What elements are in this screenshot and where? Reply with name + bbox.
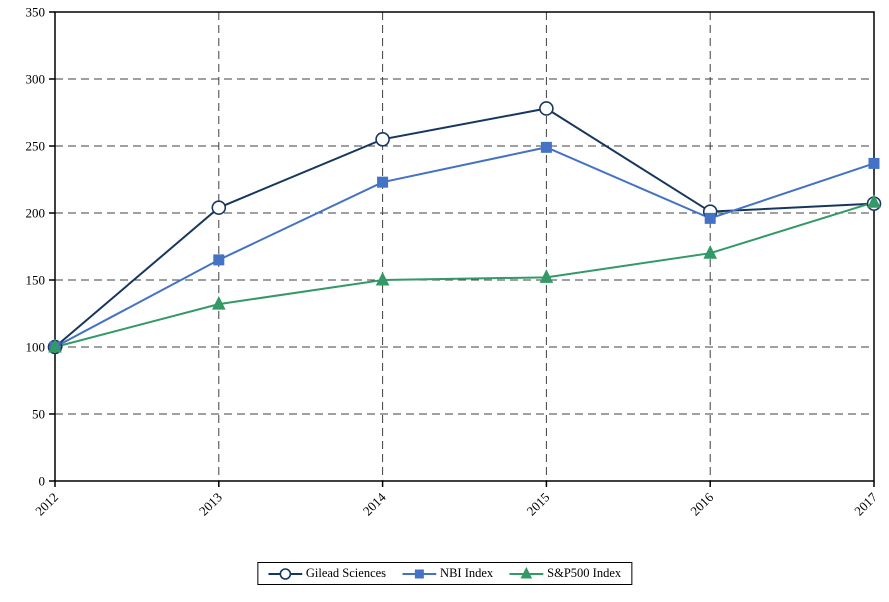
legend-marker-circle-icon [267,567,302,580]
marker-triangle-icon [211,296,226,310]
marker-triangle-icon [520,566,532,578]
marker-circle-icon [211,200,227,215]
legend-label: S&P500 Index [547,566,622,580]
y-tick-label: 300 [26,72,46,87]
marker-circle-icon [279,567,291,580]
marker-square-icon [868,157,880,169]
marker-triangle-icon [375,271,390,286]
legend-item-nbi-index: NBI Index [402,566,493,581]
y-tick-label: 350 [26,5,46,20]
marker-square-icon [540,141,552,153]
series-line-1 [54,146,875,348]
legend-item-sp500-index: S&P500 Index [509,566,621,581]
legend-label: Gilead Sciences [305,566,387,580]
legend-marker-square-icon [402,569,437,578]
x-tick-label: 2014 [360,489,389,518]
marker-triangle-icon [867,194,881,208]
x-tick-label: 2017 [851,489,880,518]
x-tick-label: 2015 [524,490,553,519]
y-tick-label: 0 [39,474,46,489]
x-tick-label: 2013 [196,490,225,519]
legend: Gilead Sciences NBI Index S&P500 Index [256,562,633,585]
x-tick-label: 2012 [32,490,61,519]
stock-performance-chart: 0 50 100 150 200 250 300 350 2012 2013 2014 2015 201… [26,5,882,519]
legend-item-gilead-sciences: Gilead Sciences [267,566,387,581]
marker-triangle-icon [539,269,554,283]
y-tick-label: 100 [26,340,46,355]
plot-border [54,11,875,482]
y-tick-label: 250 [26,139,46,154]
marker-triangle-icon [48,338,62,353]
marker-square-icon [704,212,716,224]
marker-square-icon [377,176,389,188]
y-tick-label: 200 [26,206,46,221]
marker-square-icon [414,569,424,578]
marker-circle-icon [375,132,390,147]
chart-canvas: 0 50 100 150 200 250 300 350 2012 2013 2014 2015 201… [26,5,882,519]
marker-triangle-icon [703,245,718,259]
legend-marker-triangle-icon [509,566,544,578]
legend-label: NBI Index [440,566,494,580]
marker-circle-icon [539,101,554,116]
series-line-2 [54,201,875,348]
x-tick-label: 2016 [687,489,716,518]
series-line-0 [54,107,875,348]
y-tick-label: 150 [26,273,46,288]
marker-square-icon [213,254,225,266]
y-tick-label: 50 [32,407,45,422]
